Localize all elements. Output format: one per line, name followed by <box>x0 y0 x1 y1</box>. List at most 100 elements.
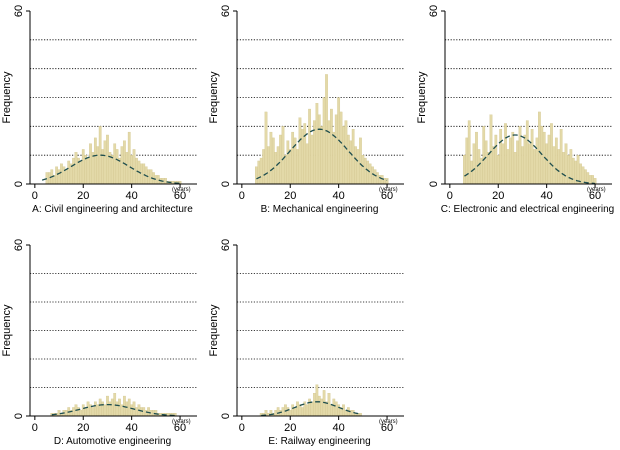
histogram-bar <box>305 143 309 185</box>
histogram-bar <box>346 134 350 185</box>
histogram-bar <box>64 410 68 417</box>
normal-curve <box>41 154 181 184</box>
x-axis-unit: (years) <box>587 187 606 193</box>
histogram-bar <box>508 137 512 185</box>
histogram-bar <box>351 129 355 185</box>
histogram-bar <box>322 97 326 185</box>
histogram-bar <box>516 140 519 185</box>
histogram-bar <box>385 178 389 185</box>
histogram-bar <box>255 166 258 185</box>
histogram-bar <box>378 175 382 185</box>
histogram-bar <box>310 401 314 417</box>
y-tick-label: 60 <box>220 239 232 251</box>
histogram-bar <box>77 407 80 417</box>
histogram-bar <box>288 149 292 185</box>
histogram-bar <box>81 404 85 417</box>
normal-curve <box>256 128 388 182</box>
histogram-bar <box>274 152 278 185</box>
normal-curve <box>464 134 596 185</box>
histogram-bar <box>371 166 374 185</box>
histogram-bar <box>130 155 134 185</box>
histogram-bar <box>110 398 114 417</box>
histogram-bar <box>257 160 261 185</box>
histogram-bar <box>554 137 558 185</box>
histogram-bar <box>550 123 553 185</box>
histogram-bar <box>142 407 146 417</box>
histogram-bar <box>327 120 331 185</box>
histogram-bar <box>477 149 481 185</box>
histogram-bar <box>57 169 61 185</box>
x-tick-label: 0 <box>447 190 453 202</box>
histogram-bar <box>525 120 529 185</box>
x-tick-label: 40 <box>333 422 345 434</box>
histogram-bar <box>308 398 311 417</box>
x-axis-unit: (years) <box>172 187 191 193</box>
y-axis-title: Frequency <box>208 71 220 123</box>
histogram-bar <box>492 146 495 185</box>
histogram-bar <box>127 398 131 417</box>
histogram-bar <box>337 404 341 417</box>
y-tick-label: 60 <box>13 239 25 251</box>
y-tick-label: 0 <box>13 413 25 419</box>
histogram-bar <box>332 398 336 417</box>
x-tick-label: 40 <box>333 190 345 202</box>
histogram-bar <box>298 404 302 417</box>
histogram-bar <box>317 395 321 417</box>
histogram-bar <box>106 395 109 417</box>
histogram-bar <box>291 404 295 417</box>
histogram-bar <box>482 126 486 185</box>
histogram-bar <box>84 407 88 417</box>
histogram-bar <box>118 398 121 417</box>
histogram-bar <box>86 401 90 417</box>
y-axis-title: Frequency <box>1 71 13 123</box>
histogram-bar <box>135 407 138 417</box>
histogram-bar <box>363 157 367 185</box>
histogram-bar <box>349 140 353 185</box>
histogram-bar <box>103 140 107 185</box>
histogram-bar <box>330 404 333 417</box>
histogram-bar <box>470 160 473 185</box>
histogram-bar <box>320 398 324 417</box>
x-tick-label: 60 <box>174 422 186 434</box>
histogram-bar <box>308 108 311 185</box>
panel-title: D: Automotive engineering <box>54 436 171 447</box>
histogram-bar <box>132 149 136 185</box>
histogram-bar <box>84 155 88 185</box>
y-axis-title: Frequency <box>1 304 13 356</box>
x-tick-label: 60 <box>589 190 601 202</box>
histogram-bar <box>259 157 263 185</box>
histogram-bar <box>325 74 328 185</box>
histogram-bar <box>342 126 345 185</box>
histogram-bar <box>354 146 357 185</box>
histogram-bar <box>562 152 565 185</box>
histogram-bar <box>81 149 85 185</box>
panel-title: E: Railway engineering <box>268 436 370 447</box>
histogram-bar <box>330 108 333 185</box>
histogram-bar <box>359 137 362 185</box>
histogram-bar <box>276 407 280 417</box>
histogram-bar <box>286 407 290 417</box>
histogram-bar <box>115 149 119 185</box>
x-tick-label: 60 <box>381 190 393 202</box>
panel-title: A: Civil engineering and architecture <box>32 204 193 215</box>
histogram-bar <box>334 114 338 185</box>
histogram-bar <box>479 157 483 185</box>
histogram-bar <box>506 149 510 185</box>
histogram-bar <box>86 157 90 185</box>
histogram-bar <box>475 131 478 185</box>
histogram-bar <box>518 126 522 185</box>
histogram-bar <box>72 407 75 417</box>
histogram-bar <box>315 103 319 185</box>
histogram-bar <box>96 404 100 417</box>
histogram-bar <box>511 131 515 185</box>
histogram-bar <box>339 111 343 185</box>
histogram-bar <box>120 146 124 185</box>
histogram-bar <box>366 160 370 185</box>
histogram-bar <box>581 166 585 185</box>
histogram-bar <box>113 143 117 185</box>
histogram-bar <box>463 155 466 185</box>
